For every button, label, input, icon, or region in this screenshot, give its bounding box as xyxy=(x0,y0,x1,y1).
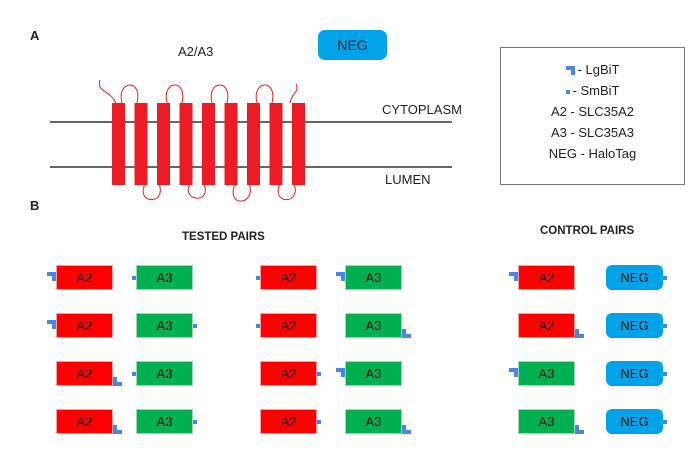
smbit-icon xyxy=(565,89,570,94)
neg-protein-box: NEG xyxy=(606,361,663,386)
tested-pairs-title: TESTED PAIRS xyxy=(182,231,265,243)
a2-protein-box: A2 xyxy=(260,409,317,434)
a3-protein-box: A3 xyxy=(518,409,575,434)
a3-protein-box: A3 xyxy=(345,409,402,434)
a2-protein-box: A2 xyxy=(260,361,317,386)
smbit-tag-icon xyxy=(663,276,667,280)
helix xyxy=(179,103,193,185)
lgbit-tag-icon xyxy=(509,268,518,281)
legend-item: NEG - HaloTag xyxy=(501,146,684,161)
legend-item: A3 - SLC35A3 xyxy=(501,125,684,140)
legend-text: - SmBiT xyxy=(572,83,620,98)
lgbit-tag-icon xyxy=(402,325,411,338)
a2-protein-box: A2 xyxy=(260,313,317,338)
legend-text: A2 - SLC35A2 xyxy=(550,104,635,119)
a3-protein-box: A3 xyxy=(136,361,193,386)
legend-item: A2 - SLC35A2 xyxy=(501,104,684,119)
a2-protein-box: A2 xyxy=(56,361,113,386)
helix xyxy=(292,103,305,185)
loop xyxy=(255,84,274,104)
terminus-tail xyxy=(98,79,117,104)
loop xyxy=(187,184,206,199)
smbit-tag-icon xyxy=(193,324,197,328)
loop xyxy=(120,84,139,104)
helix xyxy=(112,103,125,185)
a3-protein-box: A3 xyxy=(136,409,193,434)
neg-protein-box: NEG xyxy=(606,409,663,434)
a2-protein-box: A2 xyxy=(518,265,575,290)
lgbit-tag-icon xyxy=(113,421,122,434)
control-pairs-title: CONTROL PAIRS xyxy=(540,225,635,237)
helix xyxy=(224,103,238,185)
lgbit-tag-icon xyxy=(575,325,584,338)
protein-label: A2/A3 xyxy=(178,44,214,59)
neg-badge: NEG xyxy=(318,30,387,60)
terminus-tail xyxy=(289,83,298,104)
smbit-tag-icon xyxy=(256,324,260,328)
a3-protein-box: A3 xyxy=(345,361,402,386)
a2-protein-box: A2 xyxy=(518,313,575,338)
a3-protein-box: A3 xyxy=(345,313,402,338)
smbit-tag-icon xyxy=(663,372,667,376)
loop xyxy=(210,84,229,104)
lumen-label: LUMEN xyxy=(385,172,431,187)
legend: - LgBiT - SmBiT A2 - SLC35A2 A3 - SLC35A3 NE… xyxy=(500,47,685,185)
a3-protein-box: A3 xyxy=(345,265,402,290)
lgbit-tag-icon xyxy=(336,268,345,281)
a2-protein-box: A2 xyxy=(56,265,113,290)
cytoplasm-label: CYTOPLASM xyxy=(382,102,462,117)
lgbit-tag-icon xyxy=(336,364,345,377)
helix xyxy=(202,103,215,185)
smbit-tag-icon xyxy=(256,276,260,280)
transmembrane-helices xyxy=(112,103,305,185)
a3-protein-box: A3 xyxy=(518,361,575,386)
lgbit-tag-icon xyxy=(402,421,411,434)
loops xyxy=(98,79,298,202)
lgbit-tag-icon xyxy=(113,373,122,386)
smbit-tag-icon xyxy=(193,420,197,424)
smbit-tag-icon xyxy=(663,420,667,424)
legend-text: - LgBiT xyxy=(577,62,620,77)
lgbit-tag-icon xyxy=(509,364,518,377)
neg-protein-box: NEG xyxy=(606,265,663,290)
legend-text: A3 - SLC35A3 xyxy=(550,125,635,140)
smbit-tag-icon xyxy=(317,420,321,424)
lgbit-tag-icon xyxy=(575,421,584,434)
loop xyxy=(165,84,184,104)
a2-protein-box: A2 xyxy=(56,409,113,434)
smbit-tag-icon xyxy=(132,372,136,376)
a2-protein-box: A2 xyxy=(56,313,113,338)
legend-text: NEG - HaloTag xyxy=(548,146,637,161)
helix xyxy=(157,103,170,185)
lgbit-tag-icon xyxy=(47,268,56,281)
legend-item: - LgBiT xyxy=(501,62,684,78)
a2-protein-box: A2 xyxy=(260,265,317,290)
loop xyxy=(277,184,296,200)
helix xyxy=(269,103,283,185)
smbit-tag-icon xyxy=(132,276,136,280)
neg-protein-box: NEG xyxy=(606,313,663,338)
helix xyxy=(247,103,260,185)
loop xyxy=(232,184,251,202)
smbit-tag-icon xyxy=(317,372,321,376)
smbit-tag-icon xyxy=(663,324,667,328)
lgbit-tag-icon xyxy=(47,316,56,329)
loop xyxy=(142,184,161,200)
lgbit-icon xyxy=(565,63,575,78)
legend-item: - SmBiT xyxy=(501,83,684,98)
membrane-diagram xyxy=(50,79,452,202)
a3-protein-box: A3 xyxy=(136,265,193,290)
panel-a-label: A xyxy=(30,28,40,43)
panel-b-label: B xyxy=(30,198,40,213)
a3-protein-box: A3 xyxy=(136,313,193,338)
helix xyxy=(134,103,148,185)
